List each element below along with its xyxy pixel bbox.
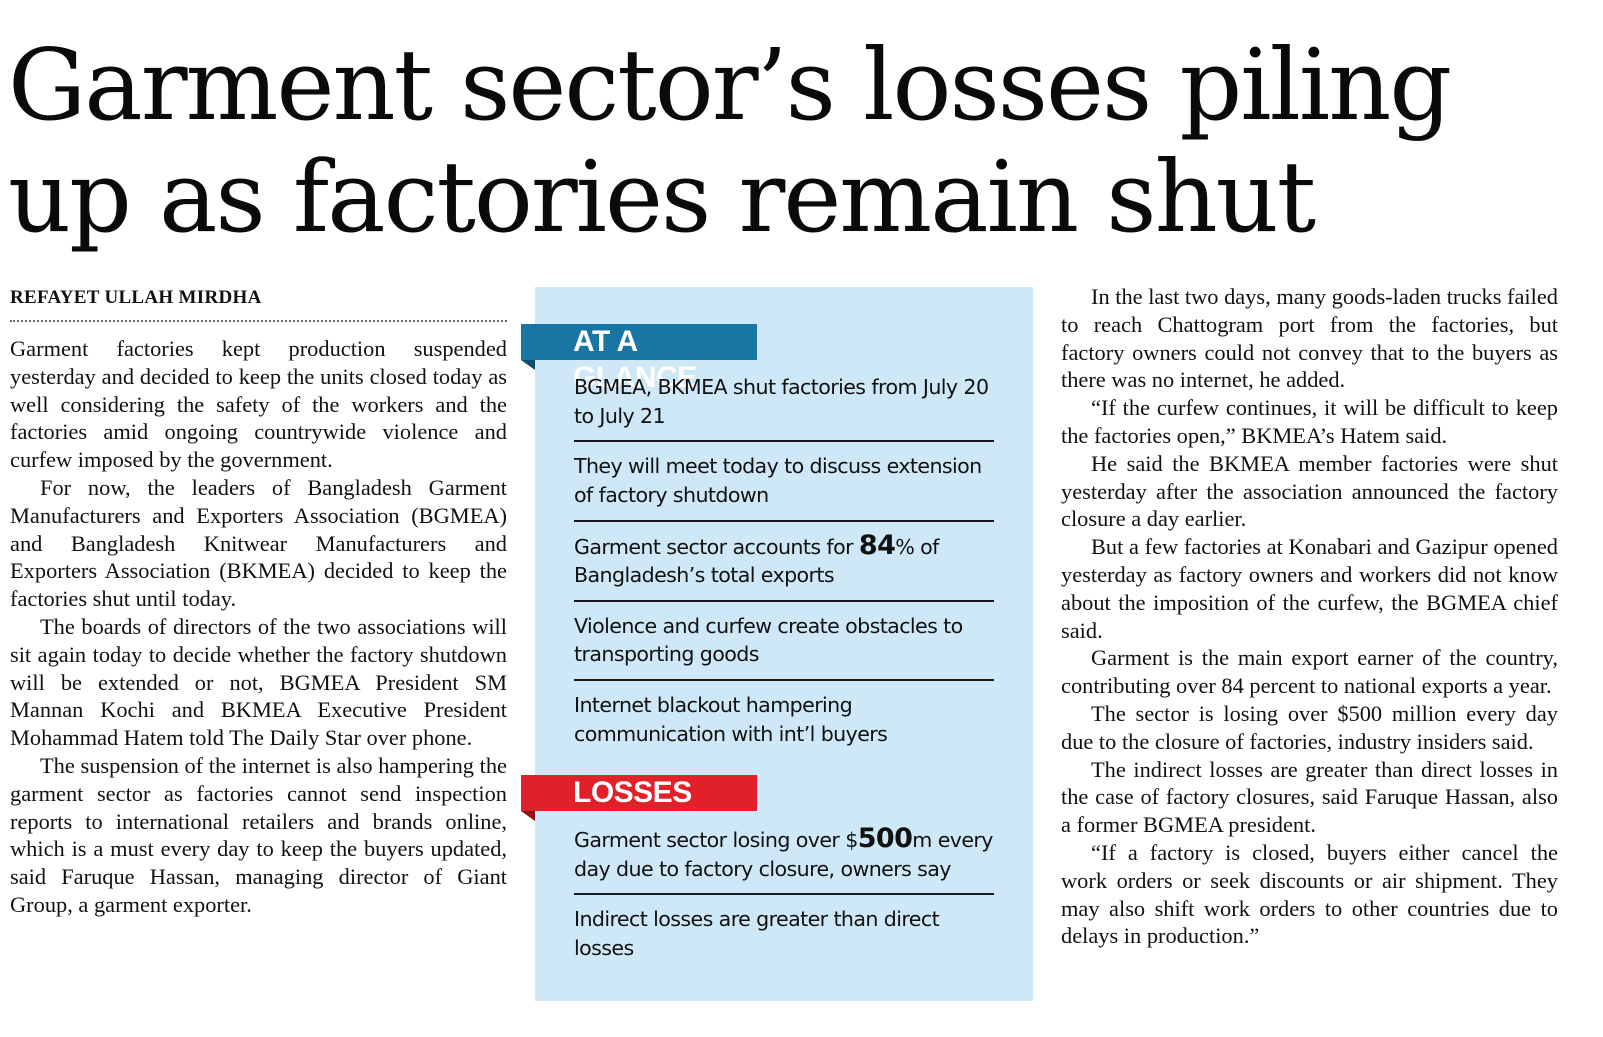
- paragraph: Garment factories kept production suspen…: [10, 336, 507, 473]
- point-text: Garment sector accounts for: [574, 534, 859, 559]
- losses-label: LOSSES: [521, 775, 757, 811]
- paragraph: “If the curfew continues, it will be dif…: [1061, 395, 1558, 448]
- list-item: Internet blackout hampering communicatio…: [574, 693, 888, 746]
- at-a-glance-label: AT A GLANCE: [521, 324, 757, 394]
- paragraph: “If a factory is closed, buyers either c…: [1061, 839, 1558, 949]
- right-column: In the last two days, many goods-laden t…: [1061, 283, 1558, 950]
- at-a-glance-list: BGMEA, BKMEA shut factories from July 20…: [574, 373, 994, 758]
- headline: Garment sector’s losses piling up as fac…: [8, 30, 1598, 254]
- point-text: % of Bangladesh’s total exports: [574, 534, 939, 588]
- list-item: They will meet today to discuss extensio…: [574, 452, 994, 522]
- list-item: Violence and curfew create obstacles to …: [574, 612, 994, 682]
- byline: REFAYET ULLAH MIRDHA: [10, 287, 262, 308]
- left-column: Garment factories kept production suspen…: [10, 335, 507, 919]
- list-item: BGMEA, BKMEA shut factories from July 20…: [574, 373, 994, 443]
- paragraph: Garment is the main export earner of the…: [1061, 645, 1558, 699]
- paragraph: In the last two days, many goods-laden t…: [1061, 284, 1558, 393]
- sidebar-box: [535, 287, 1033, 1001]
- list-item: Garment sector accounts for 84% of Bangl…: [574, 529, 994, 602]
- label-fold: [521, 811, 535, 821]
- label-fold: [521, 360, 535, 370]
- paragraph: The boards of directors of the two assoc…: [10, 613, 507, 751]
- paragraph: The sector is losing over $500 million e…: [1061, 700, 1558, 754]
- losses-list: Garment sector losing over $500m every d…: [574, 823, 994, 973]
- paragraph: The indirect losses are greater than dir…: [1061, 756, 1558, 838]
- paragraph: The suspension of the internet is also h…: [10, 752, 507, 917]
- byline-divider: [10, 320, 507, 322]
- highlight-number: 84: [858, 529, 896, 561]
- list-item: Garment sector losing over $500m every d…: [574, 823, 994, 896]
- highlight-number: 500: [857, 823, 913, 854]
- list-item: Indirect losses are greater than direct …: [574, 907, 940, 960]
- headline-line-1: Garment sector’s losses piling: [8, 29, 1452, 143]
- paragraph: But a few factories at Konabari and Gazi…: [1061, 534, 1558, 643]
- point-text: m every day due to factory closure, owne…: [574, 828, 993, 881]
- point-text: Garment sector losing over $: [574, 828, 858, 852]
- headline-line-2: up as factories remain shut: [8, 141, 1316, 255]
- paragraph: He said the BKMEA member factories were …: [1061, 450, 1558, 532]
- paragraph: For now, the leaders of Bangladesh Garme…: [10, 474, 507, 612]
